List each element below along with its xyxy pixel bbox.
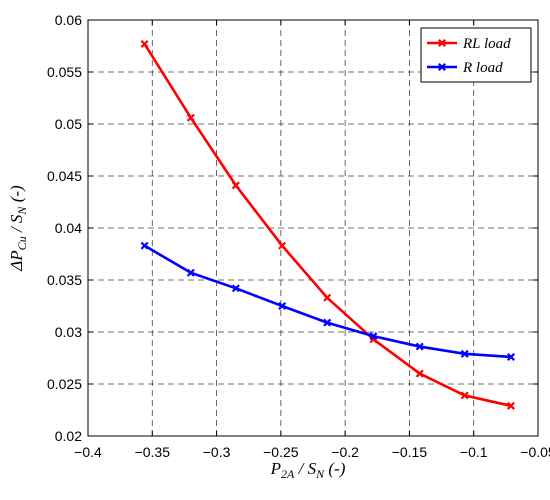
- series-rl-load: [140, 39, 515, 410]
- data-point-r-load: [507, 352, 515, 361]
- x-tick-label: −0.05: [520, 444, 550, 460]
- data-point-r-load: [278, 302, 287, 310]
- legend-entry-rl-load: RL load: [427, 36, 511, 52]
- data-point-rl-load: [460, 391, 469, 400]
- data-point-r-load: [460, 349, 469, 358]
- y-axis-label: ΔPCu / SN (-): [7, 185, 29, 272]
- y-tick-label: 0.04: [55, 220, 82, 236]
- legend: RL load R load: [420, 27, 532, 83]
- x-axis-label: P2A / SN (-): [270, 459, 346, 481]
- series-layer: [140, 39, 515, 410]
- x-tick-label: −0.35: [135, 444, 171, 460]
- y-tick-label: 0.03: [55, 324, 82, 340]
- data-point-r-load: [323, 318, 332, 327]
- data-point-r-load: [231, 284, 240, 293]
- x-tick-label: −0.25: [263, 444, 299, 460]
- data-point-r-load: [186, 268, 195, 277]
- data-point-rl-load: [186, 113, 195, 122]
- data-point-r-load: [415, 342, 424, 351]
- legend-marker: [438, 63, 446, 71]
- data-point-r-load: [140, 241, 149, 250]
- x-tick-label: −0.4: [74, 444, 102, 460]
- legend-entry-r-load: R load: [427, 60, 503, 76]
- y-tick-label: 0.025: [47, 376, 82, 392]
- legend-marker: [438, 39, 446, 47]
- data-point-rl-load: [415, 369, 424, 378]
- x-tick-label: −0.3: [203, 444, 231, 460]
- legend-label: RL load: [462, 36, 511, 52]
- data-point-rl-load: [140, 39, 149, 48]
- y-tick-label: 0.045: [47, 168, 82, 184]
- y-tick-label: 0.06: [55, 12, 82, 28]
- data-point-rl-load: [278, 241, 287, 250]
- y-tick-label: 0.02: [55, 428, 82, 444]
- axis-ticks: −0.4 −0.35 −0.3 −0.25 −0.2 −0.15 −0.1 −0.05 0.02…: [47, 12, 550, 460]
- y-tick-label: 0.055: [47, 64, 82, 80]
- data-point-rl-load: [323, 293, 332, 302]
- data-point-rl-load: [507, 401, 515, 410]
- data-point-r-load: [369, 332, 378, 341]
- legend-label: R load: [462, 60, 503, 76]
- x-tick-label: −0.1: [460, 444, 488, 460]
- data-point-rl-load: [231, 181, 240, 190]
- legend-box: [420, 27, 532, 83]
- series-r-load: [140, 241, 515, 361]
- x-tick-label: −0.15: [392, 444, 428, 460]
- series-line-r-load: [143, 244, 512, 359]
- y-tick-label: 0.035: [47, 272, 82, 288]
- y-tick-label: 0.05: [55, 116, 82, 132]
- x-tick-label: −0.2: [331, 444, 359, 460]
